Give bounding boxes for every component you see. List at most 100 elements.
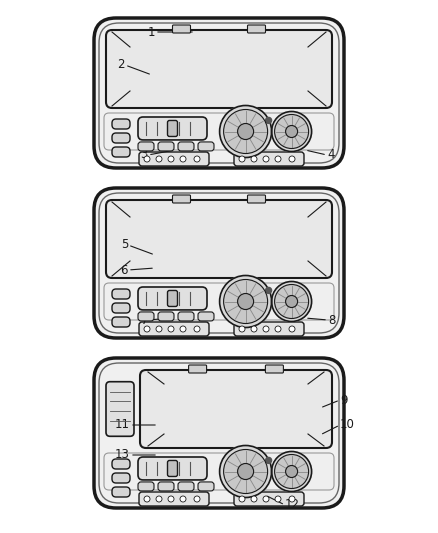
FancyBboxPatch shape [139, 492, 209, 506]
Circle shape [286, 295, 297, 308]
FancyBboxPatch shape [139, 322, 209, 336]
Text: 3: 3 [141, 149, 148, 161]
FancyBboxPatch shape [167, 461, 177, 477]
FancyBboxPatch shape [106, 30, 332, 108]
Circle shape [263, 496, 269, 502]
FancyBboxPatch shape [94, 188, 344, 338]
FancyBboxPatch shape [112, 147, 130, 157]
FancyBboxPatch shape [140, 370, 332, 448]
Circle shape [265, 287, 272, 293]
FancyBboxPatch shape [247, 25, 265, 33]
Text: 6: 6 [120, 263, 128, 277]
FancyBboxPatch shape [112, 119, 130, 129]
Circle shape [286, 465, 297, 478]
Circle shape [144, 496, 150, 502]
Circle shape [219, 446, 272, 497]
Circle shape [275, 115, 309, 149]
FancyBboxPatch shape [112, 459, 130, 469]
FancyBboxPatch shape [198, 142, 214, 151]
Circle shape [272, 451, 311, 491]
FancyBboxPatch shape [94, 358, 344, 508]
Circle shape [251, 496, 257, 502]
Circle shape [219, 276, 272, 327]
Text: 12: 12 [285, 498, 300, 512]
Circle shape [272, 111, 311, 151]
Circle shape [180, 156, 186, 162]
Circle shape [156, 496, 162, 502]
FancyBboxPatch shape [138, 142, 154, 151]
FancyBboxPatch shape [112, 133, 130, 143]
Text: 1: 1 [148, 26, 155, 38]
Circle shape [237, 464, 254, 480]
Text: 8: 8 [328, 313, 336, 327]
FancyBboxPatch shape [139, 152, 209, 166]
FancyBboxPatch shape [158, 142, 174, 151]
FancyBboxPatch shape [167, 120, 177, 136]
Text: 10: 10 [340, 418, 355, 432]
Circle shape [289, 496, 295, 502]
FancyBboxPatch shape [178, 312, 194, 321]
FancyBboxPatch shape [173, 195, 191, 203]
Circle shape [263, 156, 269, 162]
FancyBboxPatch shape [104, 453, 334, 490]
Text: 11: 11 [115, 418, 130, 432]
Circle shape [224, 279, 268, 324]
Circle shape [275, 496, 281, 502]
Text: 2: 2 [117, 59, 125, 71]
Circle shape [265, 457, 272, 463]
FancyBboxPatch shape [138, 312, 154, 321]
FancyBboxPatch shape [138, 117, 207, 140]
FancyBboxPatch shape [234, 322, 304, 336]
FancyBboxPatch shape [178, 142, 194, 151]
Circle shape [239, 326, 245, 332]
Circle shape [239, 156, 245, 162]
Circle shape [239, 496, 245, 502]
Circle shape [289, 326, 295, 332]
Circle shape [168, 326, 174, 332]
Circle shape [144, 156, 150, 162]
Circle shape [224, 449, 268, 494]
FancyBboxPatch shape [94, 18, 344, 168]
Text: 7: 7 [141, 313, 148, 327]
FancyBboxPatch shape [167, 290, 177, 306]
FancyBboxPatch shape [234, 152, 304, 166]
FancyBboxPatch shape [112, 289, 130, 299]
Circle shape [263, 326, 269, 332]
Circle shape [289, 156, 295, 162]
Text: 9: 9 [340, 393, 347, 407]
Circle shape [237, 124, 254, 140]
Circle shape [144, 326, 150, 332]
FancyBboxPatch shape [112, 317, 130, 327]
Circle shape [224, 109, 268, 154]
Circle shape [275, 156, 281, 162]
Circle shape [265, 117, 272, 124]
FancyBboxPatch shape [104, 113, 334, 150]
Circle shape [168, 496, 174, 502]
FancyBboxPatch shape [198, 482, 214, 491]
FancyBboxPatch shape [265, 365, 283, 373]
Circle shape [180, 496, 186, 502]
FancyBboxPatch shape [112, 303, 130, 313]
Circle shape [156, 156, 162, 162]
Circle shape [251, 156, 257, 162]
FancyBboxPatch shape [234, 492, 304, 506]
Circle shape [272, 281, 311, 321]
Circle shape [237, 294, 254, 310]
FancyBboxPatch shape [178, 482, 194, 491]
Text: 13: 13 [115, 448, 130, 462]
Circle shape [275, 285, 309, 319]
FancyBboxPatch shape [198, 312, 214, 321]
FancyBboxPatch shape [138, 482, 154, 491]
Circle shape [194, 496, 200, 502]
FancyBboxPatch shape [173, 25, 191, 33]
Circle shape [251, 326, 257, 332]
FancyBboxPatch shape [106, 382, 134, 437]
Circle shape [219, 106, 272, 157]
Text: 5: 5 [120, 238, 128, 252]
Circle shape [156, 326, 162, 332]
Text: 4: 4 [327, 149, 335, 161]
Circle shape [180, 326, 186, 332]
FancyBboxPatch shape [158, 482, 174, 491]
FancyBboxPatch shape [189, 365, 207, 373]
Circle shape [168, 156, 174, 162]
